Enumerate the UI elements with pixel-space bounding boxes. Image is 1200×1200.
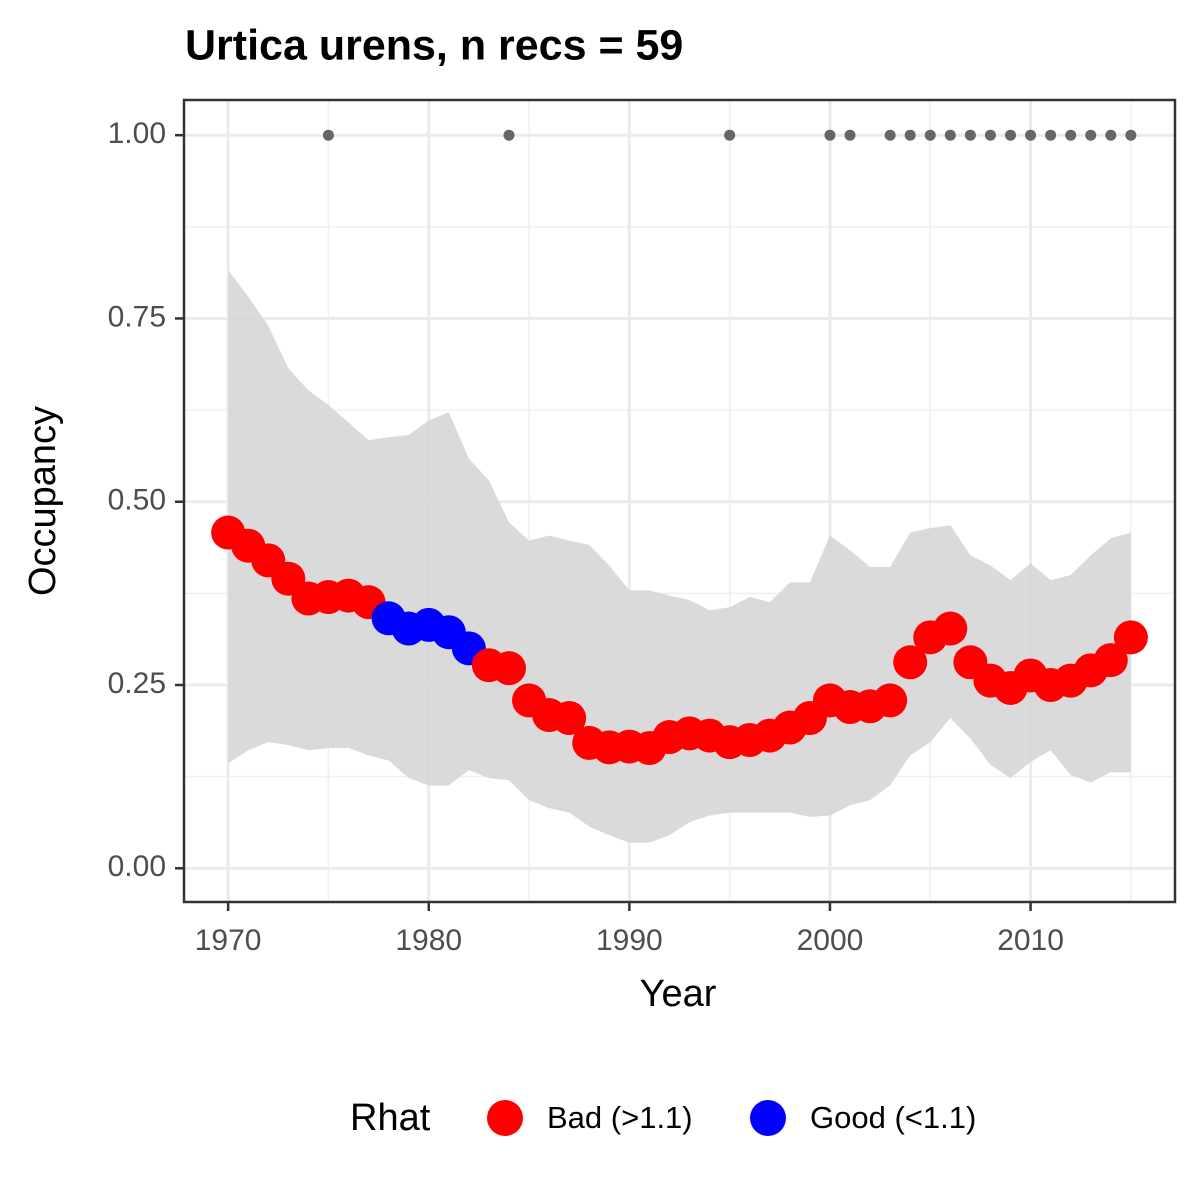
data-point (933, 611, 968, 646)
data-point (1113, 620, 1148, 655)
data-point (873, 683, 908, 718)
confidence-band (228, 270, 1131, 843)
x-tick-label: 2000 (797, 924, 864, 957)
record-point (844, 129, 856, 141)
data-point (893, 645, 928, 680)
legend-label: Bad (>1.1) (547, 1100, 693, 1135)
record-point (1085, 129, 1097, 141)
record-point (904, 129, 916, 141)
legend-key (487, 1100, 523, 1136)
data-point (552, 700, 587, 735)
y-tick-label: 1.00 (108, 117, 166, 150)
y-tick-label: 0.75 (108, 300, 166, 333)
legend-title: Rhat (350, 1097, 431, 1139)
record-point (924, 129, 936, 141)
record-point (1025, 129, 1037, 141)
x-tick-label: 1970 (195, 924, 262, 957)
record-point (884, 129, 896, 141)
data-point (491, 651, 526, 686)
record-point (1125, 129, 1137, 141)
legend-label: Good (<1.1) (810, 1100, 976, 1135)
y-tick-label: 0.00 (108, 850, 166, 883)
x-tick-label: 1980 (395, 924, 462, 957)
record-point (1105, 129, 1117, 141)
legend-key (750, 1100, 786, 1136)
record-point (1005, 129, 1017, 141)
y-tick-label: 0.25 (108, 667, 166, 700)
record-point (1045, 129, 1057, 141)
record-point (322, 129, 334, 141)
y-axis-title: Occupancy (22, 406, 64, 596)
record-point (724, 129, 736, 141)
record-point (944, 129, 956, 141)
x-axis-title: Year (640, 973, 717, 1015)
record-point (984, 129, 996, 141)
record-point (1065, 129, 1077, 141)
x-tick-label: 1990 (596, 924, 663, 957)
record-point (824, 129, 836, 141)
record-point (503, 129, 515, 141)
y-tick-label: 0.50 (108, 484, 166, 517)
x-tick-label: 2010 (997, 924, 1064, 957)
data-point (1093, 643, 1128, 678)
chart-title: Urtica urens, n recs = 59 (185, 21, 683, 69)
record-point (964, 129, 976, 141)
